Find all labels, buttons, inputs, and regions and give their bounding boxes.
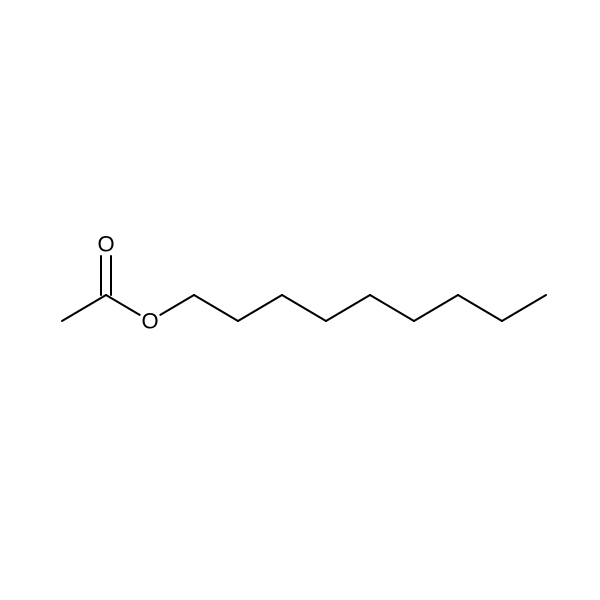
bond-line bbox=[414, 295, 458, 321]
bond-line bbox=[282, 295, 326, 321]
bond-line bbox=[458, 295, 502, 321]
bond-line bbox=[238, 295, 282, 321]
bond-line bbox=[62, 295, 106, 321]
bond-line bbox=[370, 295, 414, 321]
bond-line bbox=[106, 295, 140, 315]
molecule-diagram: OO bbox=[0, 0, 600, 600]
bond-line bbox=[502, 295, 546, 321]
bond-line bbox=[160, 295, 194, 315]
bond-line bbox=[326, 295, 370, 321]
bond-line bbox=[194, 295, 238, 321]
atom-label: O bbox=[141, 309, 158, 334]
atom-label: O bbox=[97, 232, 114, 257]
